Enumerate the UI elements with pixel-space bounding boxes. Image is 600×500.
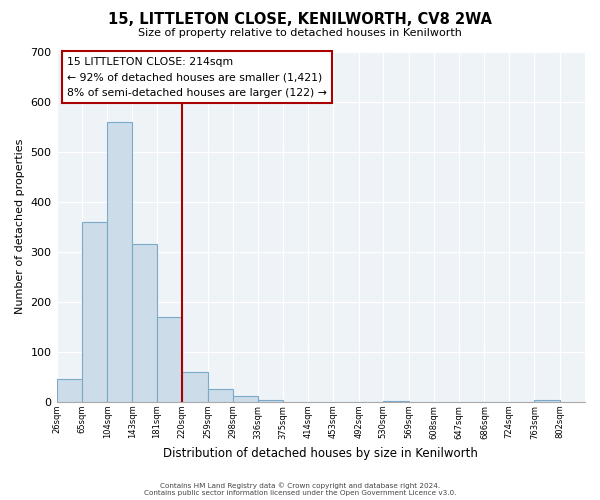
Text: Contains HM Land Registry data © Crown copyright and database right 2024.
Contai: Contains HM Land Registry data © Crown c…: [144, 482, 456, 496]
Bar: [133, 244, 157, 402]
Bar: [535, 400, 560, 402]
Text: 15 LITTLETON CLOSE: 214sqm
← 92% of detached houses are smaller (1,421)
8% of se: 15 LITTLETON CLOSE: 214sqm ← 92% of deta…: [67, 57, 327, 98]
Text: Size of property relative to detached houses in Kenilworth: Size of property relative to detached ho…: [138, 28, 462, 38]
Bar: [208, 390, 233, 402]
Bar: [257, 400, 283, 402]
X-axis label: Distribution of detached houses by size in Kenilworth: Distribution of detached houses by size …: [163, 447, 478, 460]
Bar: [182, 372, 208, 402]
Bar: [233, 396, 257, 402]
Text: 15, LITTLETON CLOSE, KENILWORTH, CV8 2WA: 15, LITTLETON CLOSE, KENILWORTH, CV8 2WA: [108, 12, 492, 28]
Bar: [82, 222, 107, 402]
Y-axis label: Number of detached properties: Number of detached properties: [15, 139, 25, 314]
Bar: [56, 380, 82, 402]
Bar: [157, 317, 182, 402]
Bar: [383, 401, 409, 402]
Bar: [107, 122, 133, 402]
